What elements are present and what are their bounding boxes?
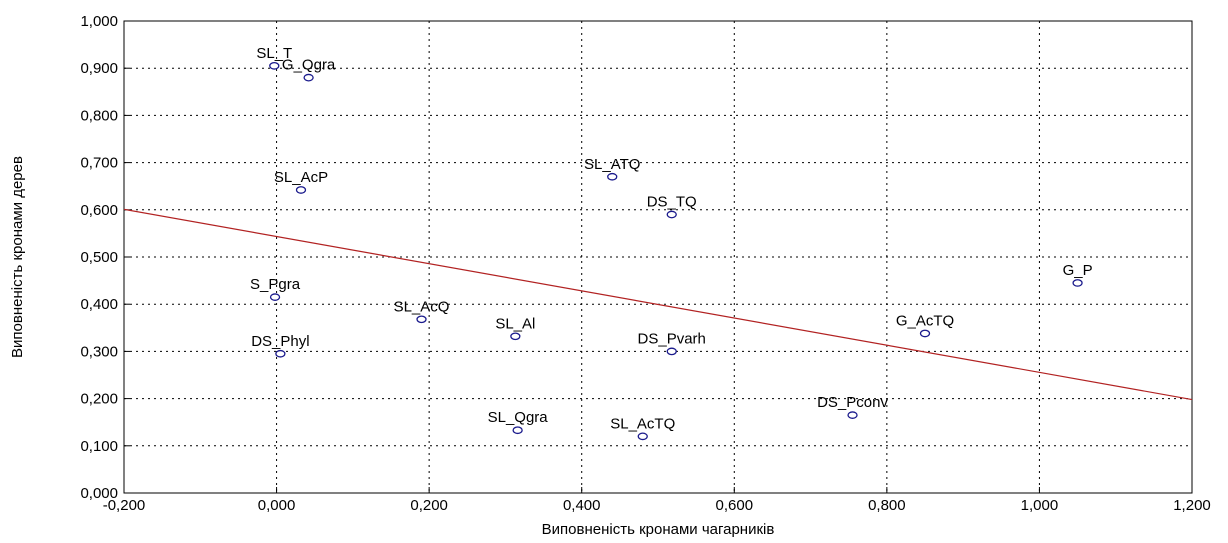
x-tick-label: 1,200: [1173, 497, 1211, 514]
point-label: S_Pgra: [250, 276, 301, 293]
plot-frame: [123, 20, 1193, 494]
y-tick-label: 0,500: [80, 249, 118, 266]
point-label: G_P: [1063, 262, 1093, 279]
point-label: SL_AcQ: [394, 298, 450, 315]
x-tick-label: 0,800: [868, 497, 906, 514]
x-tick-label: 0,000: [258, 497, 296, 514]
data-point: [416, 315, 427, 324]
x-tick-labels: -0,200 0,000 0,200 0,400 0,600 0,800 1,000 1,20…: [103, 497, 1211, 514]
x-tick-label: 1,000: [1021, 497, 1059, 514]
point-label: G_Qgra: [282, 57, 336, 74]
y-tick-labels: 0,000 0,100 0,200 0,300 0,400 0,500 0,600 0,700…: [80, 13, 118, 502]
data-point: [607, 172, 618, 181]
x-tick-label: 0,600: [716, 497, 754, 514]
y-tick-label: 0,100: [80, 438, 118, 455]
y-tick-label: 0,400: [80, 296, 118, 313]
data-point: [919, 329, 931, 338]
data-point: [269, 293, 281, 301]
point-label: DS_Pconv: [817, 394, 888, 411]
trend-line: [123, 208, 1193, 401]
y-tick-label: 1,000: [80, 13, 118, 30]
data-point: [303, 73, 314, 82]
y-tick-label: 0,900: [80, 60, 118, 77]
data-point: [275, 349, 286, 358]
data-point: [295, 186, 307, 194]
point-label: DS_Pvarh: [638, 330, 706, 347]
y-tick-label: 0,000: [80, 485, 118, 502]
y-axis-title: Виповненість кронами дерев: [9, 156, 26, 358]
point-label: SL_AcTQ: [610, 415, 675, 432]
point-label: DS_TQ: [647, 194, 697, 211]
x-tick-label: -0,200: [103, 497, 146, 514]
point-label: DS_Phyl: [251, 333, 309, 350]
data-point: [269, 61, 280, 70]
y-tick-label: 0,200: [80, 391, 118, 408]
data-point: [666, 210, 677, 219]
point-label: SL_Qgra: [488, 409, 549, 426]
data-point: [512, 426, 523, 435]
data-point: [847, 411, 858, 419]
point-label: SL_AcP: [274, 169, 328, 186]
x-tick-label: 0,400: [563, 497, 601, 514]
point-label: SL_Al: [495, 315, 535, 332]
y-tick-label: 0,800: [80, 107, 118, 124]
y-tick-label: 0,300: [80, 343, 118, 360]
data-point: [510, 332, 521, 341]
data-point: [666, 347, 677, 356]
point-label: SL_T: [256, 45, 292, 62]
y-tick-label: 0,700: [80, 155, 118, 172]
x-tick-label: 0,200: [410, 497, 448, 514]
data-points: [269, 61, 1083, 441]
point-labels: SL_TG_Qgra SL_AcP SL_ATQ DS_TQ G_P S_Pgra SL_A…: [250, 45, 1093, 433]
data-point: [1072, 279, 1083, 287]
y-tick-label: 0,600: [80, 202, 118, 219]
data-point: [637, 432, 648, 441]
point-label: SL_ATQ: [584, 156, 640, 173]
x-axis-title: Виповненість кронами чагарників: [542, 521, 775, 538]
point-label: G_AcTQ: [896, 312, 954, 329]
